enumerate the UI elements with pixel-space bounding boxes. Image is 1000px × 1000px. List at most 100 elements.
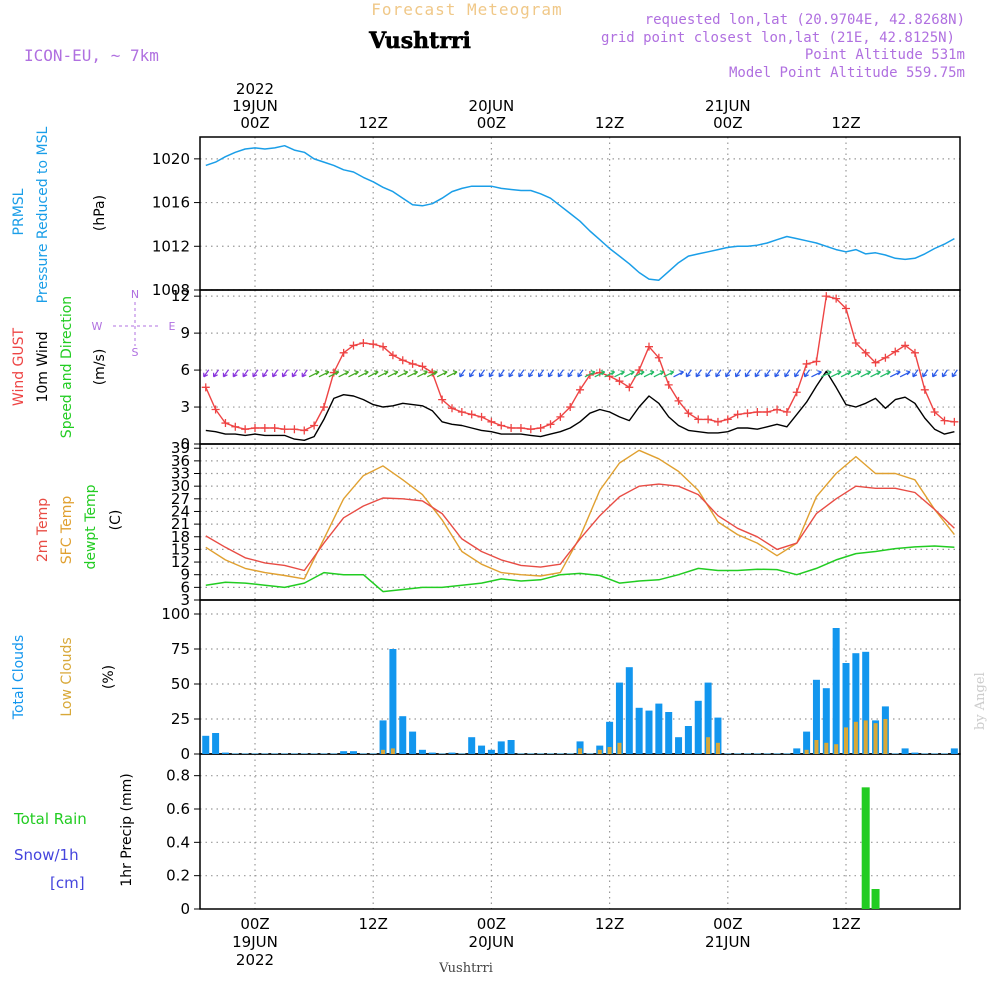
gust-marker <box>241 425 250 434</box>
gust-marker <box>792 388 801 397</box>
gust-marker <box>822 292 831 301</box>
total-cloud-bar <box>783 753 791 754</box>
time-label-bottom: 00Z <box>713 915 742 933</box>
gust-marker <box>310 421 319 430</box>
wind-direction-arrow <box>348 370 359 378</box>
total-cloud-bar <box>576 741 584 754</box>
total-cloud-bar <box>803 731 811 754</box>
wind-direction-arrow <box>794 369 801 378</box>
wind-direction-arrow <box>291 369 298 378</box>
y-tick-label: 12 <box>171 553 190 571</box>
gust-marker <box>576 385 585 394</box>
low-cloud-bar <box>578 748 583 754</box>
gust-label: Wind GUST <box>11 327 27 406</box>
wind-direction-arrow <box>557 369 564 378</box>
y-tick-label: 0.2 <box>166 867 190 885</box>
series-layer <box>201 144 959 909</box>
wind-direction-arrow <box>725 369 732 378</box>
temp-unit: (C) <box>108 510 124 531</box>
total-cloud-bar <box>645 710 653 754</box>
compass-letter: W <box>92 320 103 333</box>
panel-labels: PRMSL Pressure Reduced to MSL (hPa) Wind GU… <box>11 126 176 892</box>
wind-direction-arrow <box>318 370 330 378</box>
gust-marker <box>901 341 910 350</box>
wind-direction-arrow <box>624 370 635 378</box>
wind-direction-arrow <box>213 369 220 378</box>
sfc-temp-line <box>205 449 955 580</box>
requested-coords: requested lon,lat (20.9704E, 42.8268N) <box>645 12 965 28</box>
time-label-bottom: 12Z <box>359 915 388 933</box>
total-cloud-bar <box>832 628 840 754</box>
low-cloud-bar <box>873 723 878 754</box>
compass-letter: S <box>132 346 139 359</box>
wind-direction-arrow <box>252 369 259 378</box>
total-cloud-bar <box>694 700 702 754</box>
gust-marker <box>733 410 742 419</box>
wind-direction-arrow <box>705 369 712 378</box>
wind-direction-arrow <box>912 369 919 378</box>
time-label-top: 00Z <box>240 114 269 132</box>
wind-direction-arrow <box>567 369 574 378</box>
wind-direction-arrow <box>203 369 210 378</box>
total-cloud-bar <box>566 753 574 754</box>
total-cloud-bar <box>753 753 761 754</box>
gust-marker <box>280 425 289 434</box>
gust-marker <box>260 423 269 432</box>
wind-direction-arrow <box>387 370 399 378</box>
gust-marker <box>319 403 328 412</box>
wind-direction-arrow <box>744 369 751 378</box>
gust-marker <box>349 341 358 350</box>
gust-marker <box>674 396 683 405</box>
wind-direction-arrow <box>446 370 458 378</box>
gust-marker <box>516 423 525 432</box>
wind-direction-arrow <box>932 369 939 378</box>
total-cloud-bar <box>399 716 407 754</box>
total-cloud-bar <box>507 740 515 754</box>
gust-marker <box>359 338 368 347</box>
total-cloud-bar <box>231 753 239 754</box>
total-cloud-bar <box>202 735 210 754</box>
wind-direction-arrow <box>547 369 554 378</box>
gust-marker <box>940 416 949 425</box>
gust-marker <box>221 419 230 428</box>
gust-marker <box>625 383 634 392</box>
wind-direction-arrow <box>508 369 515 378</box>
panel-frames <box>199 136 961 910</box>
wind-direction-arrow <box>308 370 320 378</box>
wind-direction-arrow <box>922 369 929 378</box>
total-cloud-bar <box>517 753 525 754</box>
wind-direction-arrow <box>754 369 761 378</box>
wind-direction-arrow <box>715 369 722 378</box>
total-cloud-bar <box>852 653 860 754</box>
gust-line <box>205 295 955 432</box>
total-cloud-bar <box>438 753 446 754</box>
gust-marker <box>487 417 496 426</box>
total-cloud-bar <box>497 741 505 754</box>
gust-marker <box>201 383 210 392</box>
gust-marker <box>457 407 466 416</box>
low-cloud-bar <box>844 727 848 754</box>
wind-speed-line <box>205 370 955 441</box>
gust-marker <box>231 422 240 431</box>
total-cloud-bar <box>537 753 545 754</box>
wind-direction-arrow <box>338 370 350 378</box>
wind-direction-arrow <box>804 369 811 378</box>
gust-marker <box>664 380 673 389</box>
gust-marker <box>339 348 348 357</box>
wind-direction-arrow <box>941 369 948 378</box>
gust-marker <box>713 417 722 426</box>
low-cloud-bar <box>814 740 819 754</box>
y-tick-label: 33 <box>171 465 190 483</box>
total-cloud-bar <box>941 753 948 754</box>
wind-direction-arrow <box>436 370 448 378</box>
model-altitude: Model Point Altitude 559.75m <box>729 65 965 81</box>
gust-marker <box>379 342 388 351</box>
gust-marker <box>773 405 782 414</box>
total-cloud-bar <box>556 753 564 754</box>
gust-marker <box>536 423 545 432</box>
total-cloud-bar <box>409 731 417 754</box>
gust-marker <box>694 415 703 424</box>
total-cloud-bar <box>261 753 269 754</box>
wind-direction-arrow <box>577 369 584 378</box>
